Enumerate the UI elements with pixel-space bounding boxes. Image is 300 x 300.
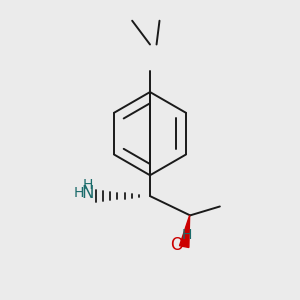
Text: O: O [170, 236, 183, 254]
Text: H: H [82, 178, 93, 192]
Polygon shape [179, 215, 190, 247]
Text: N: N [81, 184, 94, 202]
Text: H: H [74, 186, 84, 200]
Text: H: H [182, 228, 192, 242]
